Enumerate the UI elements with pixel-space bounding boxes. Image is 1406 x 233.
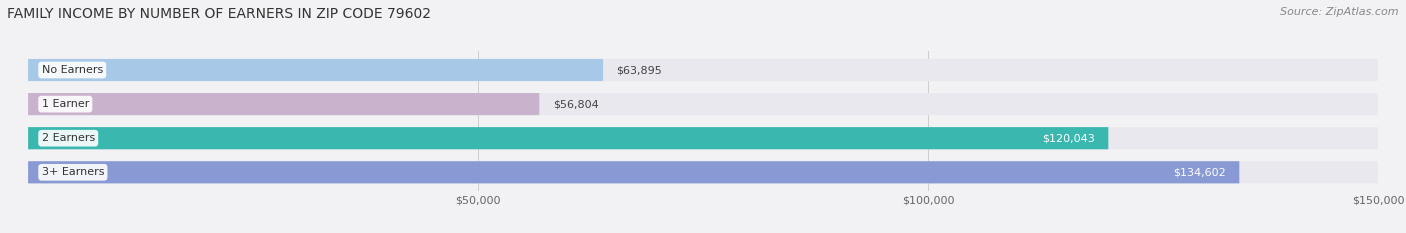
Text: $134,602: $134,602 <box>1173 167 1226 177</box>
Text: 3+ Earners: 3+ Earners <box>42 167 104 177</box>
Text: $120,043: $120,043 <box>1042 133 1095 143</box>
Text: 1 Earner: 1 Earner <box>42 99 89 109</box>
Text: Source: ZipAtlas.com: Source: ZipAtlas.com <box>1281 7 1399 17</box>
FancyBboxPatch shape <box>28 93 540 115</box>
FancyBboxPatch shape <box>28 93 1378 115</box>
FancyBboxPatch shape <box>28 127 1378 149</box>
Text: $56,804: $56,804 <box>553 99 599 109</box>
FancyBboxPatch shape <box>28 161 1239 183</box>
Text: No Earners: No Earners <box>42 65 103 75</box>
FancyBboxPatch shape <box>28 161 1378 183</box>
FancyBboxPatch shape <box>28 59 603 81</box>
Text: 2 Earners: 2 Earners <box>42 133 94 143</box>
FancyBboxPatch shape <box>28 59 1378 81</box>
Text: FAMILY INCOME BY NUMBER OF EARNERS IN ZIP CODE 79602: FAMILY INCOME BY NUMBER OF EARNERS IN ZI… <box>7 7 432 21</box>
FancyBboxPatch shape <box>28 127 1108 149</box>
Text: $63,895: $63,895 <box>617 65 662 75</box>
